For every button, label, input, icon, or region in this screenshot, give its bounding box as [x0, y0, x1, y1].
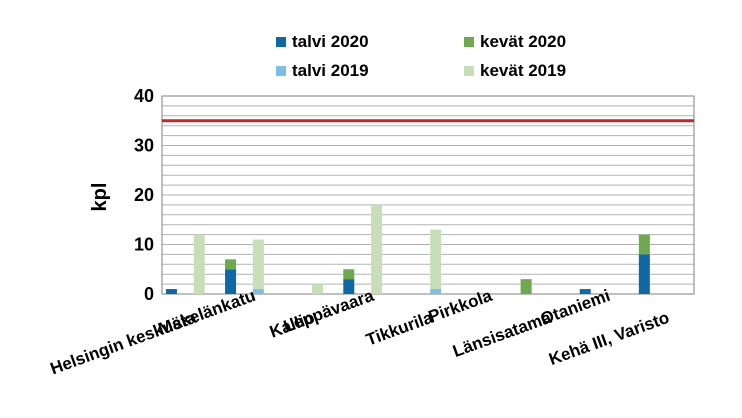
legend-label: talvi 2019	[292, 61, 369, 80]
bar-kevät-2019	[371, 204, 383, 294]
y-axis-ticks: 0 10 20 30 40	[134, 86, 154, 304]
bar-talvi-2019	[252, 289, 264, 294]
legend-swatch	[276, 66, 286, 76]
legend-label: kevät 2019	[480, 61, 566, 80]
y-tick-label: 40	[134, 86, 154, 106]
bar-talvi-2020	[343, 279, 355, 294]
legend: talvi 2020 kevät 2020 talvi 2019 kevät 2019	[276, 32, 566, 80]
x-tick-label: Tikkurila	[363, 308, 435, 350]
bar-kevät-2019	[252, 239, 264, 290]
bar-talvi-2020	[225, 269, 237, 294]
x-tick-label: Otaniemi	[538, 286, 613, 329]
legend-label: kevät 2020	[480, 32, 566, 51]
y-tick-label: 30	[134, 136, 154, 156]
y-axis-label: kpl	[89, 183, 111, 212]
legend-label: talvi 2020	[292, 32, 369, 51]
x-tick-label: Länsisatama	[450, 308, 554, 361]
bar-kevät-2019	[430, 229, 442, 290]
legend-swatch	[276, 37, 286, 47]
bar-kevät-2020	[225, 259, 237, 270]
y-tick-label: 10	[134, 235, 154, 255]
bar-kevät-2020	[638, 234, 650, 255]
bar-kevät-2019	[311, 284, 323, 294]
y-tick-label: 0	[144, 284, 154, 304]
bar-talvi-2020	[638, 254, 650, 294]
gridlines	[162, 105, 694, 285]
bars	[165, 204, 650, 294]
legend-swatch	[464, 37, 474, 47]
bar-kevät-2019	[193, 234, 205, 294]
legend-swatch	[464, 66, 474, 76]
bar-talvi-2020	[579, 289, 591, 294]
bar-talvi-2019	[430, 289, 442, 294]
y-tick-label: 20	[134, 185, 154, 205]
plot-area	[161, 95, 695, 295]
bar-talvi-2020	[165, 289, 177, 294]
bar-kevät-2020	[520, 279, 532, 294]
bar-kevät-2020	[343, 269, 355, 280]
x-tick-label: Leppävaara	[281, 286, 377, 336]
